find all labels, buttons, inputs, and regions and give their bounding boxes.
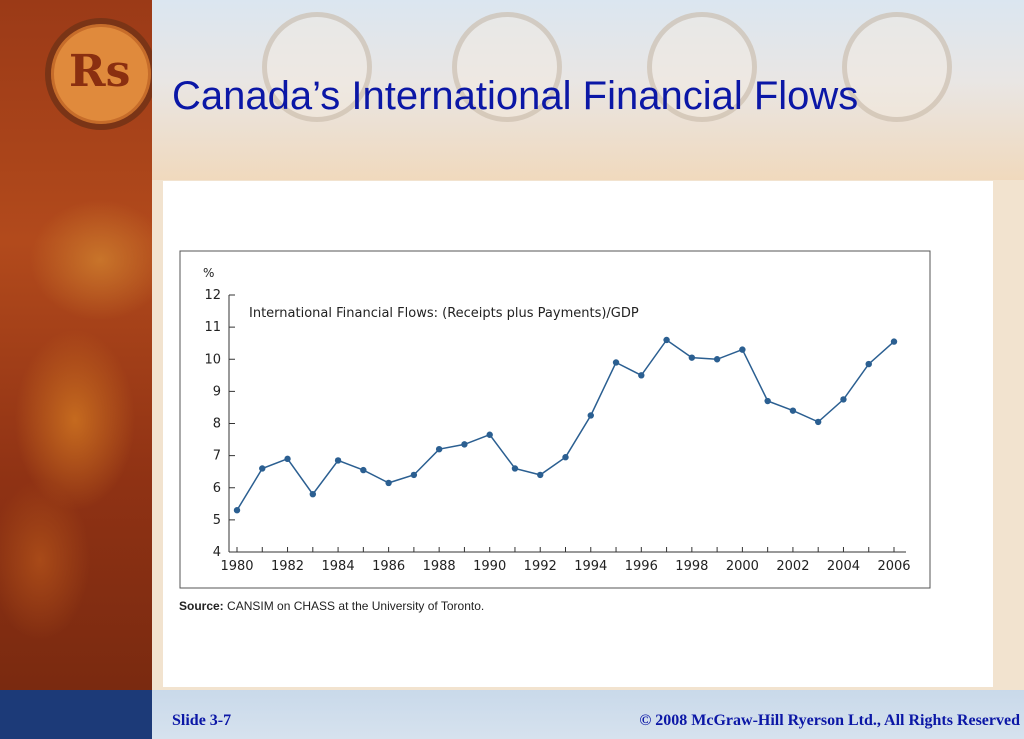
y-tick-label: 9 bbox=[213, 384, 221, 399]
data-point bbox=[739, 346, 746, 353]
x-tick-label: 1982 bbox=[271, 559, 304, 574]
x-tick-label: 1990 bbox=[473, 559, 506, 574]
data-point bbox=[334, 457, 342, 464]
faded-coin-icon bbox=[262, 12, 372, 122]
y-tick-label: 12 bbox=[204, 288, 221, 303]
data-point bbox=[840, 396, 847, 403]
data-point bbox=[688, 354, 696, 361]
y-tick-label: 10 bbox=[204, 352, 221, 367]
data-point bbox=[764, 397, 771, 405]
faded-coin-icon bbox=[452, 12, 562, 122]
data-point bbox=[612, 359, 620, 366]
source-label: Source: bbox=[179, 599, 224, 613]
chart-title: International Financial Flows: (Receipts… bbox=[249, 306, 639, 321]
y-axis-label: % bbox=[203, 266, 214, 280]
x-tick-label: 1980 bbox=[220, 559, 253, 574]
chart-frame bbox=[179, 250, 931, 589]
data-point bbox=[814, 418, 822, 426]
data-point bbox=[562, 454, 569, 461]
x-tick-label: 2006 bbox=[877, 559, 910, 574]
data-point bbox=[360, 466, 367, 474]
x-tick-label: 1986 bbox=[372, 559, 405, 574]
slide-number: Slide 3-7 bbox=[172, 712, 232, 729]
chart-panel: % 4 5 6 7 8 9 10 11 12 1980 1982 1984 1986 1988 1990 199… bbox=[163, 181, 993, 687]
data-point bbox=[537, 471, 544, 479]
footer-left-block bbox=[0, 690, 152, 739]
top-banner-decoration bbox=[152, 0, 1024, 180]
data-point bbox=[284, 455, 291, 463]
footer-bar bbox=[0, 690, 1024, 739]
series-line bbox=[236, 338, 895, 511]
x-tick-label: 1998 bbox=[675, 559, 708, 574]
data-point bbox=[385, 479, 392, 487]
data-point bbox=[435, 446, 443, 453]
source-text: CANSIM on CHASS at the University of Tor… bbox=[227, 599, 485, 613]
data-point bbox=[233, 507, 241, 514]
faded-coin-icon bbox=[647, 12, 757, 122]
source-note: Source: CANSIM on CHASS at the Universit… bbox=[179, 599, 484, 613]
data-point bbox=[486, 431, 493, 438]
data-point bbox=[309, 490, 317, 498]
data-point bbox=[789, 407, 797, 414]
y-tick-label: 7 bbox=[213, 449, 221, 464]
rupee-coin-logo: Rs bbox=[45, 18, 157, 130]
data-point bbox=[259, 465, 266, 472]
data-point bbox=[713, 356, 721, 363]
side-map-decoration: Rs bbox=[0, 0, 157, 690]
x-tick-label: 1988 bbox=[423, 559, 456, 574]
x-tick-label: 1994 bbox=[574, 559, 607, 574]
line-chart: % 4 5 6 7 8 9 10 11 12 1980 1982 1984 1986 1988 1990 199… bbox=[179, 250, 931, 589]
y-tick-label: 6 bbox=[213, 481, 221, 496]
slide-title: Canada’s International Financial Flows bbox=[172, 74, 859, 118]
data-point bbox=[638, 372, 645, 379]
x-tick-label: 2002 bbox=[776, 559, 809, 574]
data-point bbox=[865, 360, 872, 368]
data-point bbox=[461, 441, 468, 448]
x-tick-label: 2000 bbox=[726, 559, 759, 574]
y-tick-label: 4 bbox=[213, 545, 221, 560]
data-point bbox=[587, 412, 594, 419]
x-tick-label: 1984 bbox=[322, 559, 355, 574]
data-point bbox=[663, 336, 670, 344]
x-tick-label: 2004 bbox=[827, 559, 860, 574]
y-tick-label: 5 bbox=[213, 513, 221, 528]
y-tick-label: 8 bbox=[213, 417, 221, 432]
y-tick-label: 11 bbox=[204, 320, 221, 335]
coin-label: Rs bbox=[69, 46, 131, 97]
x-tick-label: 1996 bbox=[625, 559, 658, 574]
data-point bbox=[511, 465, 519, 472]
data-point bbox=[890, 338, 898, 345]
x-tick-label: 1992 bbox=[524, 559, 557, 574]
faded-coin-icon bbox=[842, 12, 952, 122]
data-point bbox=[410, 471, 418, 479]
copyright-notice: © 2008 McGraw-Hill Ryerson Ltd., All Rig… bbox=[639, 712, 1020, 729]
